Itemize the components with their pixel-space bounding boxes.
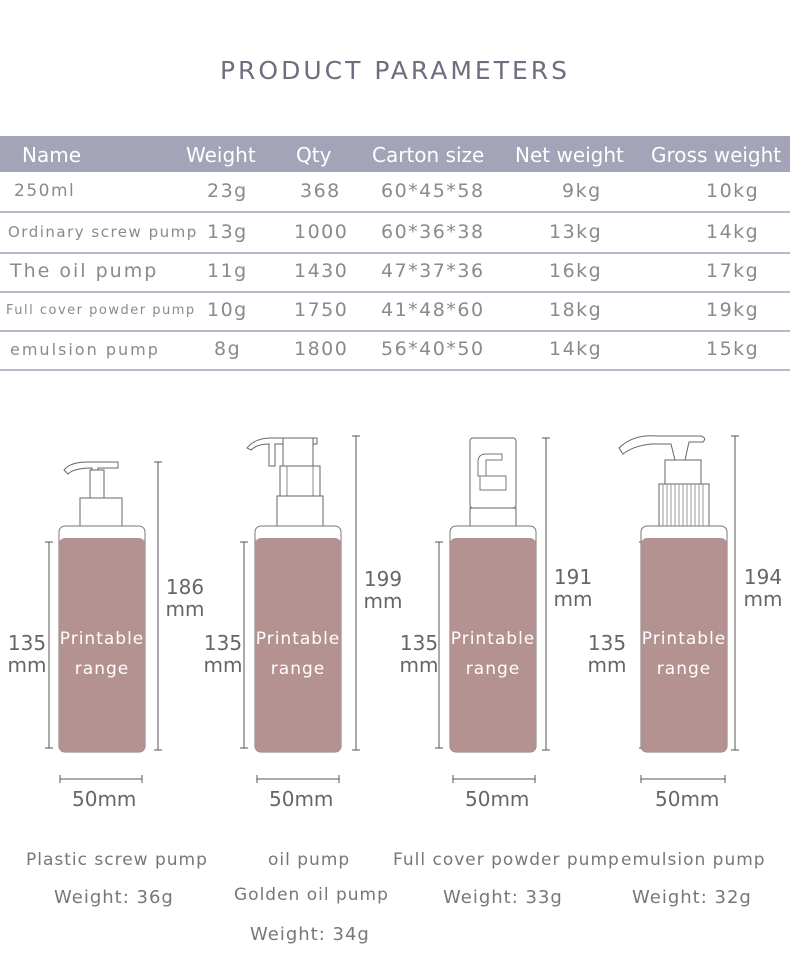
product-name: Plastic screw pump bbox=[26, 850, 208, 870]
cell-qty: 1430 bbox=[294, 260, 349, 282]
product-weight: Weight: 34g bbox=[250, 924, 370, 945]
product-illustration-emulsion-pump bbox=[618, 435, 739, 783]
cell-name: Full cover powder pump bbox=[6, 303, 196, 318]
cell-qty: 1000 bbox=[294, 221, 349, 243]
cell-net: 16kg bbox=[549, 260, 603, 282]
cell-qty: 368 bbox=[300, 180, 341, 202]
body-height-unit: mm bbox=[399, 653, 439, 677]
cell-gross: 17kg bbox=[706, 260, 760, 282]
printable-range-label: range bbox=[465, 659, 521, 679]
body-height-unit: mm bbox=[587, 653, 627, 677]
cell-carton: 41*48*60 bbox=[381, 299, 485, 321]
table-header: Name Weight Qty Carton size Net weight G… bbox=[0, 136, 790, 172]
width-label: 50mm bbox=[465, 787, 530, 811]
product-illustration-cover-pump bbox=[435, 437, 550, 783]
cell-name: 250ml bbox=[14, 181, 76, 201]
height-value: 194 bbox=[743, 565, 783, 589]
product-weight: Weight: 32g bbox=[632, 887, 752, 908]
table-row: Ordinary screw pump 13g 1000 60*36*38 13… bbox=[0, 213, 790, 254]
header-carton-size: Carton size bbox=[372, 143, 485, 167]
page-title: PRODUCT PARAMETERS bbox=[219, 56, 571, 85]
product-name: emulsion pump bbox=[621, 850, 766, 870]
cell-weight: 8g bbox=[214, 338, 242, 360]
cell-net: 13kg bbox=[549, 221, 603, 243]
row-divider bbox=[0, 291, 790, 293]
cell-carton: 60*36*38 bbox=[381, 221, 485, 243]
printable-label: Printable bbox=[450, 629, 536, 649]
printable-label: Printable bbox=[59, 629, 145, 649]
row-divider bbox=[0, 330, 790, 332]
header-name: Name bbox=[22, 143, 82, 167]
cell-gross: 10kg bbox=[706, 180, 760, 202]
cell-name: Ordinary screw pump bbox=[8, 223, 198, 241]
product-name-alt: Golden oil pump bbox=[234, 885, 389, 905]
height-value: 199 bbox=[363, 567, 403, 591]
product-weight: Weight: 36g bbox=[54, 887, 174, 908]
cell-net: 18kg bbox=[549, 299, 603, 321]
header-weight: Weight bbox=[186, 143, 256, 167]
body-height-value: 135 bbox=[587, 631, 627, 655]
cell-name: The oil pump bbox=[10, 260, 159, 282]
cell-carton: 47*37*36 bbox=[381, 260, 485, 282]
cell-qty: 1750 bbox=[294, 299, 349, 321]
width-label: 50mm bbox=[72, 787, 137, 811]
cell-qty: 1800 bbox=[294, 338, 349, 360]
header-gross-weight: Gross weight bbox=[651, 143, 782, 167]
product-illustration-oil-pump bbox=[240, 435, 360, 783]
body-height-value: 135 bbox=[7, 631, 47, 655]
cell-carton: 60*45*58 bbox=[381, 180, 485, 202]
header-qty: Qty bbox=[296, 143, 332, 167]
cell-net: 14kg bbox=[549, 338, 603, 360]
table-row: 250ml 23g 368 60*45*58 9kg 10kg bbox=[0, 172, 790, 213]
height-unit: mm bbox=[553, 587, 593, 611]
cell-weight: 23g bbox=[207, 180, 248, 202]
height-unit: mm bbox=[165, 597, 205, 621]
row-divider bbox=[0, 369, 790, 371]
cell-weight: 10g bbox=[207, 299, 248, 321]
height-unit: mm bbox=[743, 587, 783, 611]
product-name: Full cover powder pump bbox=[393, 850, 620, 870]
printable-label: Printable bbox=[255, 629, 341, 649]
product-illustration-screw-pump bbox=[45, 461, 162, 783]
body-height-value: 135 bbox=[203, 631, 243, 655]
height-value: 186 bbox=[165, 575, 205, 599]
printable-range-label: range bbox=[270, 659, 326, 679]
body-height-unit: mm bbox=[7, 653, 47, 677]
printable-label: Printable bbox=[641, 629, 727, 649]
cell-name: emulsion pump bbox=[10, 340, 160, 359]
cell-weight: 11g bbox=[207, 260, 248, 282]
height-value: 191 bbox=[553, 565, 593, 589]
cell-gross: 14kg bbox=[706, 221, 760, 243]
body-height-unit: mm bbox=[203, 653, 243, 677]
cell-carton: 56*40*50 bbox=[381, 338, 485, 360]
cell-gross: 19kg bbox=[706, 299, 760, 321]
body-height-value: 135 bbox=[399, 631, 439, 655]
header-net-weight: Net weight bbox=[515, 143, 624, 167]
cell-net: 9kg bbox=[562, 180, 602, 202]
table-row: Full cover powder pump 10g 1750 41*48*60… bbox=[0, 291, 790, 332]
product-name: oil pump bbox=[268, 850, 351, 870]
row-divider bbox=[0, 211, 790, 213]
product-weight: Weight: 33g bbox=[443, 887, 563, 908]
cell-gross: 15kg bbox=[706, 338, 760, 360]
printable-range-label: range bbox=[656, 659, 712, 679]
width-label: 50mm bbox=[655, 787, 720, 811]
row-divider bbox=[0, 252, 790, 254]
height-unit: mm bbox=[363, 589, 403, 613]
table-row: The oil pump 11g 1430 47*37*36 16kg 17kg bbox=[0, 252, 790, 293]
table-row: emulsion pump 8g 1800 56*40*50 14kg 15kg bbox=[0, 330, 790, 371]
cell-weight: 13g bbox=[207, 221, 248, 243]
width-label: 50mm bbox=[269, 787, 334, 811]
printable-range-label: range bbox=[74, 659, 130, 679]
